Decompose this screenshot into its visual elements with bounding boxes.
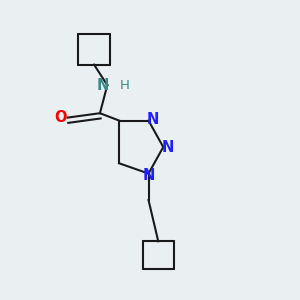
Text: O: O [54,110,66,125]
Text: H: H [119,79,129,92]
Text: N: N [147,112,159,127]
Text: N: N [161,140,174,154]
Text: N: N [142,167,155,182]
Text: N: N [97,78,109,93]
